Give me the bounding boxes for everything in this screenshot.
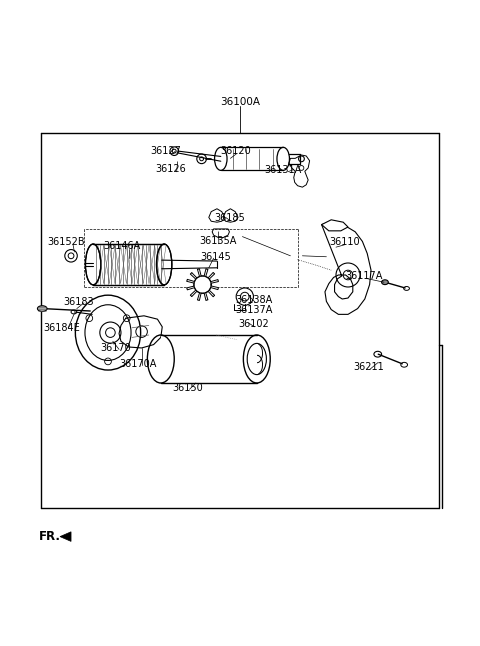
Polygon shape [60,532,71,541]
Text: 36117A: 36117A [345,271,383,281]
Text: 36126: 36126 [155,164,186,174]
Text: 36135A: 36135A [200,236,237,246]
Text: 36183: 36183 [63,297,94,307]
Text: 36131A: 36131A [264,165,302,175]
Polygon shape [161,335,257,383]
Text: 36211: 36211 [353,362,384,372]
Circle shape [187,269,218,300]
Text: 36152B: 36152B [48,237,85,247]
Polygon shape [93,244,164,285]
Ellipse shape [75,295,141,370]
Text: 36145: 36145 [201,252,231,262]
Text: 36185: 36185 [214,213,245,224]
Ellipse shape [37,306,47,311]
Text: 36146A: 36146A [103,241,140,251]
Text: 36184E: 36184E [43,323,80,333]
Text: 36138A: 36138A [236,295,273,305]
Text: 36170: 36170 [101,343,132,353]
Polygon shape [322,220,348,231]
Ellipse shape [382,280,388,285]
Text: 36170A: 36170A [120,359,157,369]
Text: 36127: 36127 [150,146,181,156]
Text: 36120: 36120 [220,146,251,156]
Text: 36100A: 36100A [220,97,260,107]
Text: FR.: FR. [38,530,60,543]
Text: 36150: 36150 [172,383,203,393]
Text: 36102: 36102 [238,319,269,329]
Text: 36137A: 36137A [236,304,273,315]
Text: 36110: 36110 [329,237,360,247]
